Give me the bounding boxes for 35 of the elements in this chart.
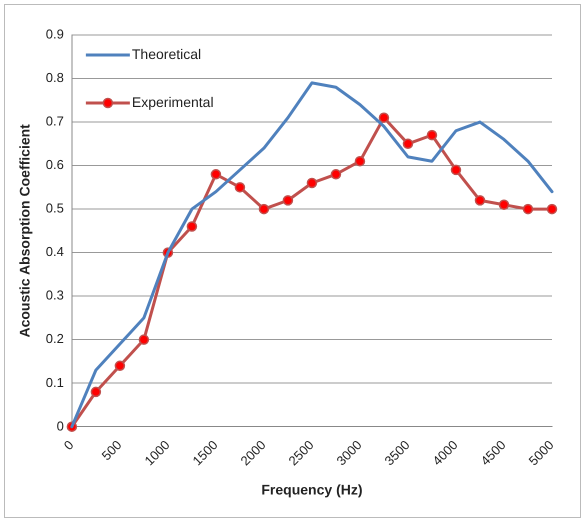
point bbox=[546, 204, 558, 214]
point bbox=[234, 182, 246, 193]
point bbox=[330, 169, 342, 180]
point bbox=[186, 221, 198, 232]
x-tick-label: 0 bbox=[60, 437, 77, 453]
point bbox=[354, 156, 366, 166]
point bbox=[402, 138, 414, 150]
y-axis-title: Acoustic Absorption Coefficient bbox=[16, 124, 32, 338]
y-tick-label: 0.7 bbox=[46, 114, 64, 129]
legend-label: Theoretical bbox=[132, 46, 202, 62]
point bbox=[522, 204, 534, 214]
point bbox=[498, 199, 510, 210]
legend-label: Experimental bbox=[132, 94, 214, 110]
point bbox=[378, 112, 390, 123]
point bbox=[426, 130, 438, 140]
point bbox=[474, 195, 486, 206]
point bbox=[90, 386, 102, 398]
x-axis-title: Frequency (Hz) bbox=[261, 481, 362, 498]
y-tick-label: 0.4 bbox=[46, 244, 64, 260]
point bbox=[114, 360, 126, 372]
y-tick-label: 0.5 bbox=[46, 200, 64, 216]
y-tick-label: 0.9 bbox=[46, 26, 64, 42]
y-tick-label: 0.6 bbox=[46, 157, 64, 172]
point bbox=[450, 164, 462, 176]
x-tick-label: 500 bbox=[98, 437, 125, 464]
y-tick-label: 0.2 bbox=[46, 331, 64, 346]
y-tick-label: 0.8 bbox=[46, 70, 64, 86]
y-tick-label: 0.1 bbox=[46, 374, 64, 390]
y-tick-label: 0.3 bbox=[46, 288, 64, 303]
point bbox=[138, 334, 150, 345]
point bbox=[258, 204, 270, 214]
point bbox=[210, 169, 222, 180]
point bbox=[306, 178, 318, 188]
point bbox=[282, 195, 294, 206]
y-tick-label: 0 bbox=[56, 418, 64, 434]
